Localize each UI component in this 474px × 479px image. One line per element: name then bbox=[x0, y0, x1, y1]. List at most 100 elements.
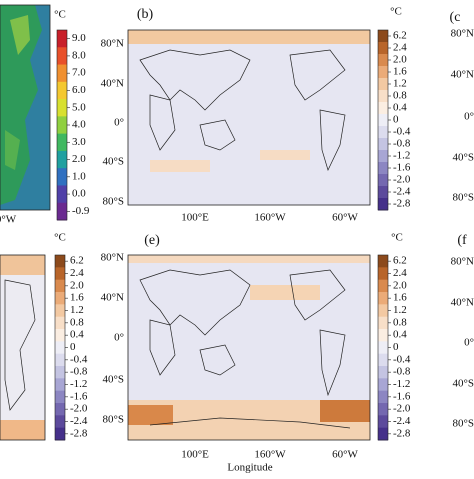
colorbar-unit: °C bbox=[390, 6, 402, 18]
colorbar-swatch bbox=[57, 99, 67, 117]
colorbar-tick-label: -2.0 bbox=[393, 403, 411, 415]
colorbar-swatch bbox=[55, 353, 65, 367]
colorbar-swatch bbox=[57, 168, 67, 186]
colorbar-swatch bbox=[55, 366, 65, 379]
colorbar-tick-label: 1.6 bbox=[70, 292, 84, 304]
colorbar-swatch bbox=[378, 329, 388, 342]
colorbar-swatch bbox=[55, 255, 65, 268]
colorbar-swatch bbox=[378, 353, 388, 367]
colorbar-tick-label: -2.4 bbox=[393, 415, 411, 427]
y-tick-label: 0° bbox=[464, 337, 474, 349]
colorbar-swatch bbox=[378, 378, 388, 392]
y-tick-label: 40°N bbox=[101, 78, 124, 90]
colorbar-swatch bbox=[378, 78, 388, 91]
colorbar-swatch bbox=[378, 54, 388, 67]
colorbar-swatch bbox=[378, 279, 388, 293]
colorbar-swatch bbox=[378, 415, 388, 429]
colorbar-swatch bbox=[57, 116, 67, 135]
colorbar-tick-label: 1.6 bbox=[393, 292, 407, 304]
y-tick-label: 80°N bbox=[101, 252, 124, 264]
colorbar-tick-label: 2.4 bbox=[70, 267, 84, 279]
colorbar-tick-label: 1.0 bbox=[72, 170, 86, 182]
colorbar-swatch bbox=[55, 427, 65, 441]
y-tick-label: 40°N bbox=[451, 297, 474, 309]
colorbar-tick-label: 6.0 bbox=[72, 84, 86, 96]
panel-label: (f bbox=[457, 233, 467, 248]
y-tick-label: 80°S bbox=[452, 418, 474, 430]
colorbar-tick-label: 0.8 bbox=[70, 316, 84, 328]
y-tick-label: 80°S bbox=[102, 414, 124, 426]
colorbar-tick-label: 7.0 bbox=[72, 67, 86, 79]
colorbar-tick-label: -0.4 bbox=[70, 353, 88, 365]
colorbar-swatch bbox=[378, 366, 388, 379]
colorbar-swatch bbox=[55, 279, 65, 293]
colorbar-swatch bbox=[378, 150, 388, 163]
colorbar-swatch bbox=[378, 138, 388, 151]
colorbar-swatch bbox=[57, 64, 67, 83]
colorbar-tick-label: -0.9 bbox=[72, 205, 90, 217]
colorbar-tick-label: 0 bbox=[70, 341, 76, 353]
colorbar-tick-label: -2.8 bbox=[70, 427, 88, 439]
colorbar-tick-label: -0.8 bbox=[393, 138, 411, 150]
colorbar-swatch bbox=[378, 255, 388, 268]
colorbar-swatch bbox=[378, 126, 388, 139]
panel-label: (b) bbox=[137, 7, 154, 22]
map-e bbox=[127, 254, 371, 441]
y-tick-label: 0° bbox=[114, 332, 124, 344]
colorbar-swatch bbox=[378, 341, 388, 355]
colorbar-swatch bbox=[378, 42, 388, 55]
y-tick-label: 40°N bbox=[451, 69, 474, 81]
colorbar-swatch bbox=[378, 174, 388, 187]
x-tick-label: 60°W bbox=[332, 449, 358, 461]
y-tick-label: 80°S bbox=[452, 192, 474, 204]
x-tick-label: 160°W bbox=[254, 449, 286, 461]
y-tick-label: 0° bbox=[114, 117, 124, 129]
colorbar-swatch bbox=[378, 267, 388, 281]
colorbar-unit: °C bbox=[54, 232, 66, 244]
colorbar-tick-label: 1.6 bbox=[393, 66, 407, 78]
colorbar-unit: °C bbox=[391, 232, 403, 244]
colorbar-tick-label: 2.4 bbox=[393, 42, 407, 54]
colorbar-swatch bbox=[55, 267, 65, 281]
colorbar-tick-label: 0.0 bbox=[72, 188, 86, 200]
colorbar-tick-label: 0.8 bbox=[393, 316, 407, 328]
colorbar-tick-label: 0 bbox=[393, 341, 399, 353]
colorbar-tick-label: -1.6 bbox=[70, 390, 88, 402]
colorbar-swatch bbox=[55, 292, 65, 305]
y-tick-label: 80°N bbox=[101, 38, 124, 50]
colorbar-tick-label: -2.4 bbox=[70, 415, 88, 427]
panel-label: (c bbox=[450, 10, 461, 25]
colorbar-tick-label: 0.8 bbox=[393, 90, 407, 102]
colorbar-swatch bbox=[55, 378, 65, 392]
colorbar-swatch bbox=[55, 304, 65, 318]
colorbar-swatch bbox=[378, 30, 388, 43]
colorbar-tick-label: 1.2 bbox=[393, 78, 407, 90]
colorbar-tick-label: 5.0 bbox=[72, 101, 86, 113]
colorbar-tick-label: -1.6 bbox=[393, 162, 411, 174]
colorbar-tick-label: -2.0 bbox=[70, 403, 88, 415]
colorbar-tick-label: -0.4 bbox=[393, 126, 411, 138]
colorbar-swatch bbox=[378, 198, 388, 211]
colorbar-swatch bbox=[378, 304, 388, 318]
x-tick-label: 160°W bbox=[254, 212, 286, 224]
y-tick-label: 80°S bbox=[102, 196, 124, 208]
x-tick-label: 60°W bbox=[332, 212, 358, 224]
colorbar-tick-label: 3.0 bbox=[72, 136, 86, 148]
x-axis-title: Longitude bbox=[227, 462, 272, 474]
colorbar-swatch bbox=[55, 415, 65, 429]
y-tick-label: 0° bbox=[464, 111, 474, 123]
colorbar-tick-label: 6.2 bbox=[393, 255, 407, 267]
colorbar-swatch bbox=[55, 316, 65, 330]
map-a bbox=[0, 4, 51, 211]
colorbar-swatch bbox=[57, 81, 67, 100]
map-d bbox=[0, 254, 46, 441]
colorbar-tick-label: -1.2 bbox=[393, 150, 410, 162]
colorbar-swatch bbox=[378, 90, 388, 103]
colorbar-tick-label: -2.0 bbox=[393, 174, 411, 186]
colorbar-swatch bbox=[378, 102, 388, 115]
colorbar-tick-label: 1.2 bbox=[393, 304, 407, 316]
colorbar-tick-label: 6.2 bbox=[70, 255, 84, 267]
colorbar-tick-label: 0.4 bbox=[70, 329, 84, 341]
colorbar-tick-label: 2.0 bbox=[72, 153, 86, 165]
